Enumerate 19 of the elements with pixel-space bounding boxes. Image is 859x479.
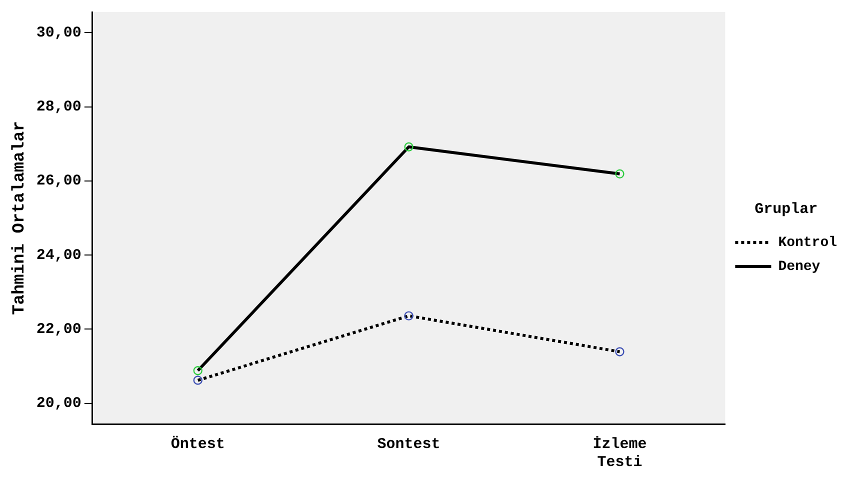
point (615, 169, 624, 179)
y-axis-title: Tahmini Ortalamalar (10, 121, 30, 315)
point (193, 366, 202, 376)
y-tick-label: 24,00 (36, 246, 82, 264)
y-tick-label: 28,00 (36, 98, 82, 116)
y-tick-label: 30,00 (36, 24, 82, 42)
point (615, 347, 624, 356)
point (404, 311, 414, 320)
legend-label: Kontrol (778, 235, 838, 252)
point (193, 376, 202, 385)
legend-label: Deney (778, 259, 821, 276)
y-tick-label: 26,00 (36, 172, 82, 190)
x-tick-label: Öntest (170, 434, 225, 453)
x-tick-label: Sontest (377, 436, 440, 453)
legend-title: Gruplar (754, 200, 818, 218)
y-tick-label: 22,00 (36, 320, 82, 338)
x-tick-label: İzleme Testi (592, 436, 647, 471)
y-tick-label: 20,00 (36, 395, 82, 412)
point (404, 142, 414, 152)
